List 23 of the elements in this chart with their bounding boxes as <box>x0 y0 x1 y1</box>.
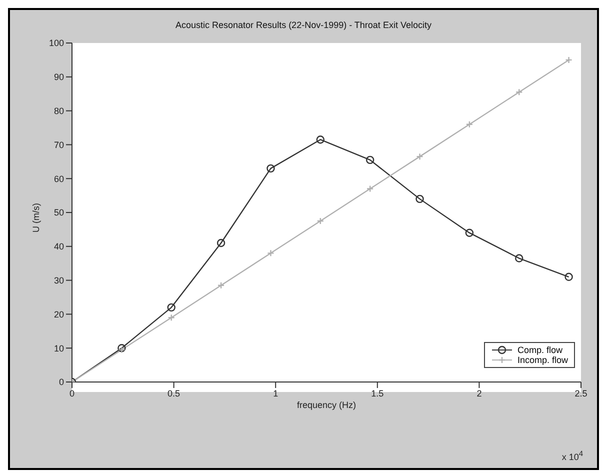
y-tick-label: 30 <box>54 275 64 286</box>
y-tick-label: 80 <box>54 106 64 116</box>
x-tick-label: 2.5 <box>574 388 588 398</box>
legend-label: Comp. flow <box>517 345 562 355</box>
x-tick-label: 2 <box>476 388 482 398</box>
y-axis-title: U (m/s) <box>31 203 42 232</box>
x-tick-label: 1.5 <box>371 388 384 398</box>
x-tick-label: 0.5 <box>168 388 180 398</box>
y-tick-label: 100 <box>48 38 64 48</box>
y-tick-label: 60 <box>54 174 64 184</box>
chart-title: Acoustic Resonator Results (22-Nov-1999) - Throat Exit Velocity <box>174 20 432 30</box>
y-tick-label: 0 <box>58 377 64 388</box>
x-axis-title: frequency (Hz) <box>296 400 356 410</box>
y-tick-label: 20 <box>54 309 64 320</box>
y-tick-label: 50 <box>54 208 64 218</box>
x-tick-label: 0 <box>69 388 75 398</box>
y-tick-label: 40 <box>54 242 64 252</box>
legend-label: Incomp. flow <box>517 355 568 365</box>
y-tick-label: 90 <box>54 72 64 82</box>
y-tick-label: 70 <box>54 140 64 150</box>
x-tick-label: 1 <box>273 388 278 398</box>
y-tick-label: 10 <box>54 343 64 354</box>
text: x 10$^{4}$ <box>562 449 583 462</box>
